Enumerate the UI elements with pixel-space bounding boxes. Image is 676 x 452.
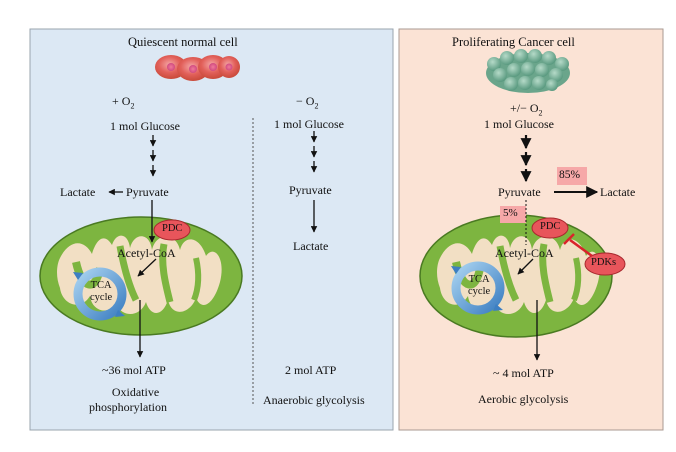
tca-cycle-icon-cancer [451, 261, 505, 315]
mito-percent-box [500, 206, 526, 223]
anaerobic-atp-label: 2 mol ATP [285, 363, 337, 377]
arrows-cancer [517, 135, 599, 361]
mito-percent: 5% [503, 207, 518, 219]
anaerobic-pyruvate-label: Pyruvate [289, 183, 332, 197]
normal-aerobic-condition: + O2 [112, 94, 135, 111]
lactate-percent-box [557, 167, 587, 185]
cancer-glucose-label: 1 mol Glucose [484, 117, 554, 131]
tca-cycle-label-cancer: TCA cycle [468, 274, 491, 297]
pdk-inhibition-marker [563, 233, 593, 258]
anaerobic-glycolysis-label: Anaerobic glycolysis [263, 393, 365, 407]
normal-acetyl-coa-label: Acetyl-CoA [117, 246, 176, 260]
aerobic-glycolysis-label: Aerobic glycolysis [478, 392, 569, 406]
pdc-label: PDC [162, 223, 183, 234]
oxidative-phosphorylation-label: Oxidative phosphorylation [89, 385, 167, 414]
pdks-label: PDKs [591, 257, 617, 268]
normal-cell-title: Quiescent normal cell [128, 35, 238, 49]
lactate-percent: 85% [559, 169, 581, 181]
normal-glucose-label: 1 mol Glucose [110, 119, 180, 133]
pdc-label-cancer: PDC [540, 221, 561, 232]
normal-mitochondrion [39, 216, 243, 336]
cancer-cells-icon [486, 49, 570, 93]
arrows-normal-aerobic [108, 135, 157, 358]
cancer-condition: +/− O2 [510, 101, 543, 118]
cancer-mitochondrion [419, 214, 613, 338]
normal-atp-label: ~36 mol ATP [102, 363, 166, 377]
anaerobic-condition: − O2 [296, 94, 319, 111]
cancer-atp-label: ~ 4 mol ATP [493, 366, 554, 380]
cancer-pyruvate-label: Pyruvate [498, 185, 541, 199]
anaerobic-glucose-label: 1 mol Glucose [274, 117, 344, 131]
normal-cells-icon [155, 55, 240, 81]
tca-cycle-icon [73, 267, 127, 321]
cancer-acetyl-coa-label: Acetyl-CoA [495, 246, 554, 260]
normal-lactate-label: Lactate [60, 185, 96, 199]
tca-cycle-label: TCA cycle [90, 280, 113, 303]
cancer-lactate-label: Lactate [600, 185, 636, 199]
normal-pyruvate-label: Pyruvate [126, 185, 169, 199]
cancer-cell-title: Proliferating Cancer cell [452, 35, 575, 49]
anaerobic-lactate-label: Lactate [293, 239, 329, 253]
pdc-enzyme-cancer [531, 217, 569, 239]
pdks-enzyme [584, 252, 626, 276]
pdc-enzyme [153, 219, 191, 241]
